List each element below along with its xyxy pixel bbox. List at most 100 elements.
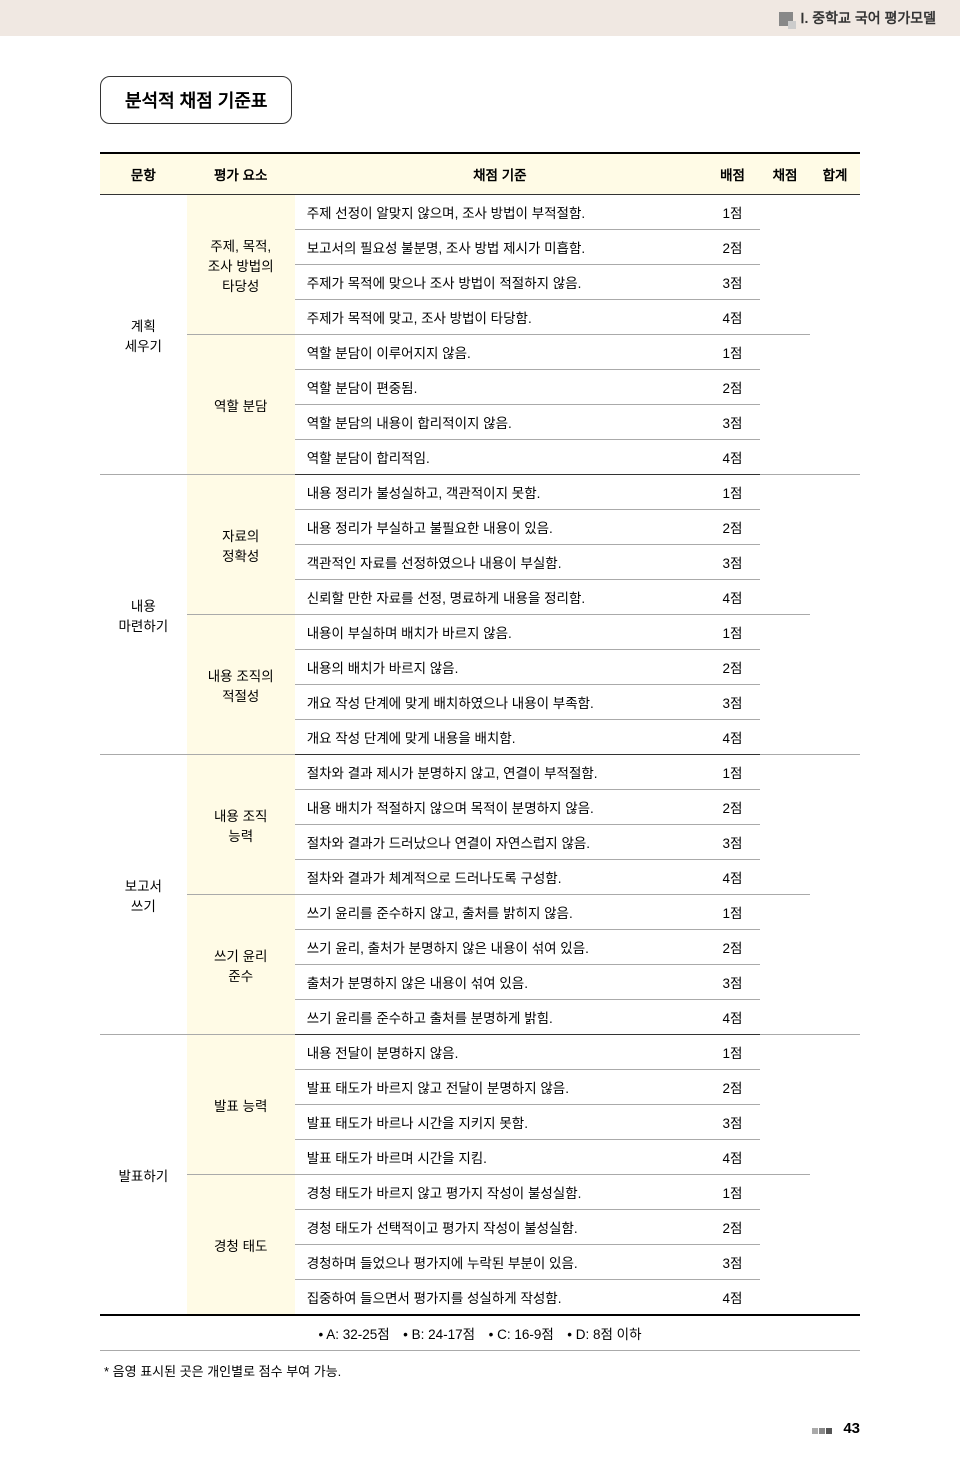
- total-cell: [810, 195, 860, 475]
- score-cell: 2점: [705, 510, 760, 545]
- score-cell: 2점: [705, 370, 760, 405]
- criterion-cell: 경청 태도가 바르지 않고 평가지 작성이 불성실함.: [295, 1175, 705, 1210]
- criterion-cell: 내용 정리가 부실하고 불필요한 내용이 있음.: [295, 510, 705, 545]
- table-row: 내용마련하기자료의정확성내용 정리가 불성실하고, 객관적이지 못함.1점: [100, 475, 860, 510]
- criterion-cell: 역할 분담이 이루어지지 않음.: [295, 335, 705, 370]
- criterion-cell: 내용이 부실하며 배치가 바르지 않음.: [295, 615, 705, 650]
- page-header: Ⅰ. 중학교 국어 평가모델: [0, 0, 960, 36]
- col-grade: 채점: [760, 153, 810, 195]
- score-cell: 1점: [705, 335, 760, 370]
- element-cell: 자료의정확성: [187, 475, 295, 615]
- criterion-cell: 절차와 결과 제시가 분명하지 않고, 연결이 부적절함.: [295, 755, 705, 790]
- criterion-cell: 신뢰할 만한 자료를 선정, 명료하게 내용을 정리함.: [295, 580, 705, 615]
- legend-text: • A: 32-25점 • B: 24-17점 • C: 16-9점 • D: …: [100, 1315, 860, 1351]
- score-cell: 1점: [705, 895, 760, 930]
- score-cell: 3점: [705, 825, 760, 860]
- footer-decoration-icon: [812, 1421, 833, 1438]
- criterion-cell: 절차와 결과가 체계적으로 드러나도록 구성함.: [295, 860, 705, 895]
- legend-row: • A: 32-25점 • B: 24-17점 • C: 16-9점 • D: …: [100, 1315, 860, 1351]
- element-cell: 경청 태도: [187, 1175, 295, 1316]
- criterion-cell: 개요 작성 단계에 맞게 배치하였으나 내용이 부족함.: [295, 685, 705, 720]
- col-total: 합계: [810, 153, 860, 195]
- criterion-cell: 출처가 분명하지 않은 내용이 섞여 있음.: [295, 965, 705, 1000]
- criterion-cell: 내용 정리가 불성실하고, 객관적이지 못함.: [295, 475, 705, 510]
- score-cell: 4점: [705, 580, 760, 615]
- element-cell: 발표 능력: [187, 1035, 295, 1175]
- criterion-cell: 경청하며 들었으나 평가지에 누락된 부분이 있음.: [295, 1245, 705, 1280]
- score-cell: 4점: [705, 720, 760, 755]
- footnote: * 음영 표시된 곳은 개인별로 점수 부여 가능.: [100, 1361, 860, 1380]
- col-element: 평가 요소: [187, 153, 295, 195]
- total-cell: [810, 475, 860, 755]
- header-decoration-icon: [779, 12, 793, 26]
- criterion-cell: 쓰기 윤리를 준수하고 출처를 분명하게 밝힘.: [295, 1000, 705, 1035]
- criterion-cell: 발표 태도가 바르지 않고 전달이 분명하지 않음.: [295, 1070, 705, 1105]
- score-cell: 4점: [705, 440, 760, 475]
- score-cell: 1점: [705, 755, 760, 790]
- criterion-cell: 주제 선정이 알맞지 않으며, 조사 방법이 부적절함.: [295, 195, 705, 230]
- category-cell: 보고서쓰기: [100, 755, 187, 1035]
- grade-cell: [760, 1035, 810, 1175]
- element-cell: 내용 조직능력: [187, 755, 295, 895]
- criterion-cell: 쓰기 윤리, 출처가 분명하지 않은 내용이 섞여 있음.: [295, 930, 705, 965]
- score-cell: 3점: [705, 545, 760, 580]
- grade-cell: [760, 1175, 810, 1316]
- category-cell: 발표하기: [100, 1035, 187, 1316]
- grade-cell: [760, 895, 810, 1035]
- score-cell: 4점: [705, 1280, 760, 1316]
- rubric-table: 문항 평가 요소 채점 기준 배점 채점 합계 계획세우기주제, 목적,조사 방…: [100, 152, 860, 1351]
- table-row: 계획세우기주제, 목적,조사 방법의타당성주제 선정이 알맞지 않으며, 조사 …: [100, 195, 860, 230]
- score-cell: 1점: [705, 1175, 760, 1210]
- element-cell: 주제, 목적,조사 방법의타당성: [187, 195, 295, 335]
- criterion-cell: 집중하여 들으면서 평가지를 성실하게 작성함.: [295, 1280, 705, 1316]
- criterion-cell: 보고서의 필요성 불분명, 조사 방법 제시가 미흡함.: [295, 230, 705, 265]
- table-row: 보고서쓰기내용 조직능력절차와 결과 제시가 분명하지 않고, 연결이 부적절함…: [100, 755, 860, 790]
- col-category: 문항: [100, 153, 187, 195]
- category-cell: 내용마련하기: [100, 475, 187, 755]
- score-cell: 3점: [705, 965, 760, 1000]
- criterion-cell: 내용 전달이 분명하지 않음.: [295, 1035, 705, 1070]
- criterion-cell: 주제가 목적에 맞고, 조사 방법이 타당함.: [295, 300, 705, 335]
- score-cell: 2점: [705, 1210, 760, 1245]
- table-row: 역할 분담역할 분담이 이루어지지 않음.1점: [100, 335, 860, 370]
- score-cell: 2점: [705, 790, 760, 825]
- score-cell: 1점: [705, 195, 760, 230]
- header-text: Ⅰ. 중학교 국어 평가모델: [800, 10, 936, 26]
- criterion-cell: 쓰기 윤리를 준수하지 않고, 출처를 밝히지 않음.: [295, 895, 705, 930]
- col-score: 배점: [705, 153, 760, 195]
- score-cell: 4점: [705, 300, 760, 335]
- grade-cell: [760, 475, 810, 615]
- element-cell: 내용 조직의적절성: [187, 615, 295, 755]
- total-cell: [810, 755, 860, 1035]
- total-cell: [810, 1035, 860, 1316]
- score-cell: 3점: [705, 1105, 760, 1140]
- criterion-cell: 내용의 배치가 바르지 않음.: [295, 650, 705, 685]
- element-cell: 역할 분담: [187, 335, 295, 475]
- table-header-row: 문항 평가 요소 채점 기준 배점 채점 합계: [100, 153, 860, 195]
- criterion-cell: 발표 태도가 바르며 시간을 지킴.: [295, 1140, 705, 1175]
- criterion-cell: 개요 작성 단계에 맞게 내용을 배치함.: [295, 720, 705, 755]
- criterion-cell: 역할 분담이 합리적임.: [295, 440, 705, 475]
- table-row: 내용 조직의적절성내용이 부실하며 배치가 바르지 않음.1점: [100, 615, 860, 650]
- criterion-cell: 발표 태도가 바르나 시간을 지키지 못함.: [295, 1105, 705, 1140]
- col-criterion: 채점 기준: [295, 153, 705, 195]
- page-title: 분석적 채점 기준표: [100, 76, 292, 124]
- score-cell: 2점: [705, 650, 760, 685]
- score-cell: 3점: [705, 685, 760, 720]
- score-cell: 2점: [705, 930, 760, 965]
- score-cell: 2점: [705, 230, 760, 265]
- table-row: 경청 태도경청 태도가 바르지 않고 평가지 작성이 불성실함.1점: [100, 1175, 860, 1210]
- score-cell: 4점: [705, 1140, 760, 1175]
- score-cell: 4점: [705, 1000, 760, 1035]
- criterion-cell: 역할 분담이 편중됨.: [295, 370, 705, 405]
- score-cell: 3점: [705, 1245, 760, 1280]
- score-cell: 3점: [705, 265, 760, 300]
- score-cell: 4점: [705, 860, 760, 895]
- element-cell: 쓰기 윤리준수: [187, 895, 295, 1035]
- criterion-cell: 주제가 목적에 맞으나 조사 방법이 적절하지 않음.: [295, 265, 705, 300]
- category-cell: 계획세우기: [100, 195, 187, 475]
- score-cell: 1점: [705, 615, 760, 650]
- criterion-cell: 경청 태도가 선택적이고 평가지 작성이 불성실함.: [295, 1210, 705, 1245]
- page-number: 43: [843, 1420, 860, 1437]
- grade-cell: [760, 615, 810, 755]
